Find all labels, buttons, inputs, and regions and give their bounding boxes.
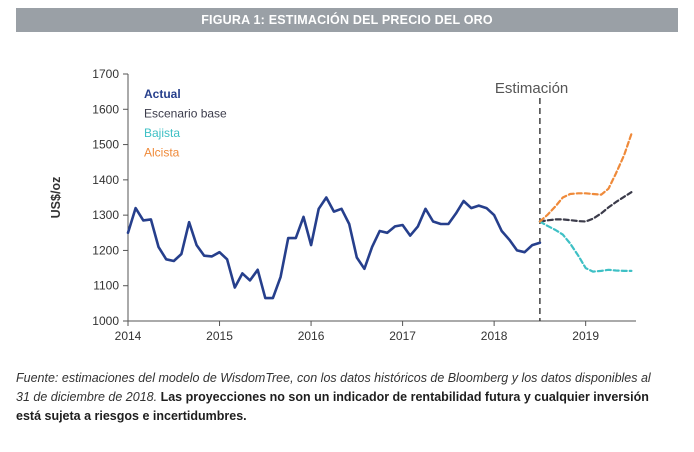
figure-title: FIGURA 1: ESTIMACIÓN DEL PRECIO DEL ORO [16, 8, 678, 32]
series-line-bajista [538, 220, 633, 273]
legend-item-bajista: Bajista [144, 126, 180, 140]
estimation-label: Estimación [495, 80, 568, 97]
x-tick-label: 2019 [572, 329, 599, 343]
gold-price-chart: 1000 1100 1200 1300 1400 1500 1600 1700 2014 2015… [49, 67, 636, 343]
y-tick-label: 1700 [92, 67, 119, 81]
x-tick-label: 2017 [389, 329, 416, 343]
x-tick-label: 2015 [206, 329, 233, 343]
y-tick-label: 1400 [92, 173, 119, 187]
y-axis-label: US$/oz [49, 177, 63, 219]
series-line-alcista [538, 132, 633, 223]
source-italic: Fuente: estimaciones del modelo de Wisdo… [16, 371, 651, 404]
legend-item-escenario-base: Escenario base [144, 107, 227, 121]
y-tick-label: 1200 [92, 243, 119, 257]
legend-item-actual: Actual [144, 87, 181, 101]
source-bold: Las proyecciones no son un indicador de … [16, 390, 649, 423]
series-line-actual [126, 196, 542, 300]
x-tick-label: 2016 [298, 329, 325, 343]
series-line-escenario-base [538, 191, 633, 223]
legend-item-alcista: Alcista [144, 146, 180, 160]
x-tick-label: 2018 [481, 329, 508, 343]
y-tick-label: 1500 [92, 138, 119, 152]
y-tick-label: 1000 [92, 314, 119, 328]
y-tick-label: 1600 [92, 102, 119, 116]
y-tick-label: 1300 [92, 208, 119, 222]
x-tick-label: 2014 [115, 329, 142, 343]
source-note: Fuente: estimaciones del modelo de Wisdo… [16, 369, 656, 426]
y-tick-label: 1100 [93, 279, 119, 293]
